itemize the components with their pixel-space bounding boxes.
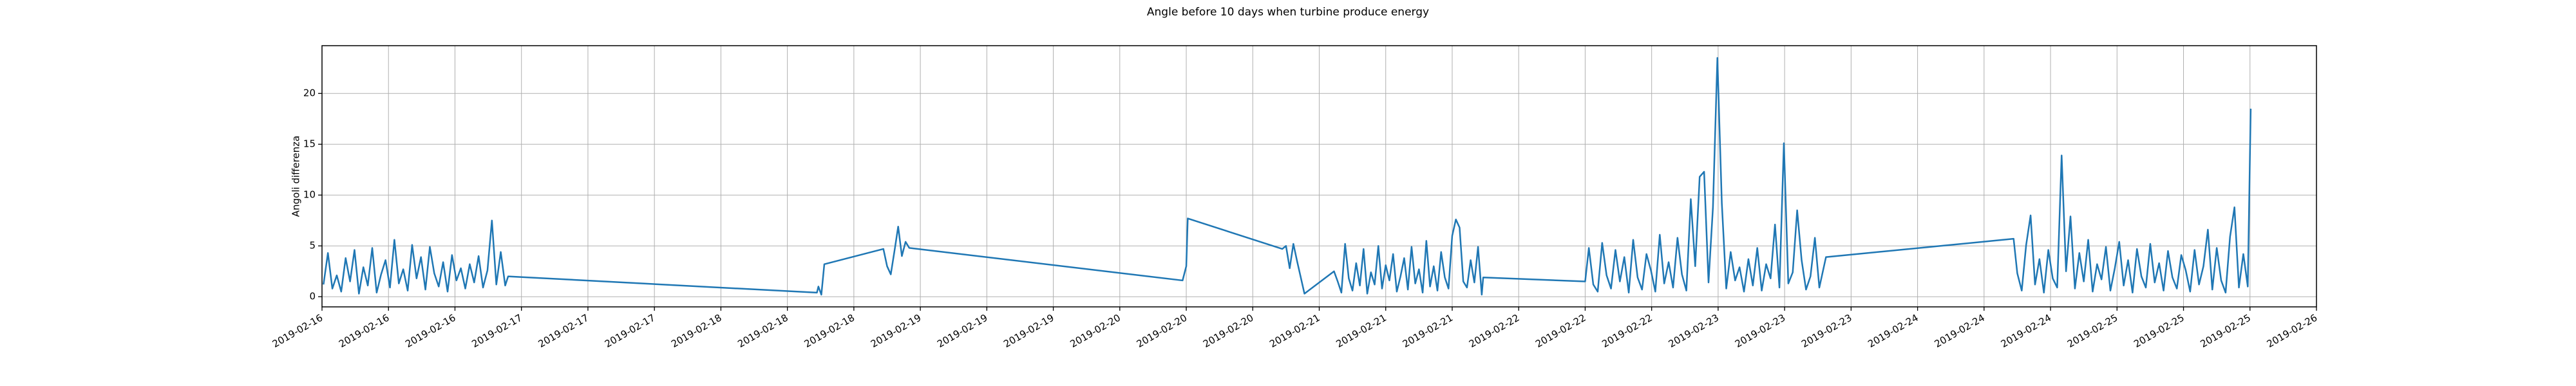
x-tick-label: 2019-02-16 — [337, 312, 392, 350]
x-tick-label: 2019-02-18 — [735, 312, 790, 350]
x-tick-label: 2019-02-25 — [2199, 312, 2253, 350]
x-tick-label: 2019-02-20 — [1068, 312, 1123, 350]
y-tick-label: 5 — [309, 240, 316, 252]
y-tick-label: 10 — [303, 189, 316, 201]
y-tick-label: 20 — [303, 87, 316, 99]
x-tick-label: 2019-02-21 — [1401, 312, 1455, 350]
x-tick-label: 2019-02-19 — [1001, 312, 1056, 350]
x-tick-label: 2019-02-20 — [1135, 312, 1189, 350]
x-tick-label: 2019-02-24 — [1933, 312, 1987, 350]
y-tick-label: 0 — [309, 291, 316, 302]
y-tick-label: 15 — [303, 138, 316, 150]
x-tick-label: 2019-02-17 — [603, 312, 658, 350]
x-tick-label: 2019-02-16 — [403, 312, 458, 350]
x-tick-label: 2019-02-24 — [1866, 312, 1920, 350]
y-axis-label: Angoli differenza — [290, 136, 302, 217]
x-tick-label: 2019-02-19 — [869, 312, 923, 350]
x-tick-label: 2019-02-23 — [1799, 312, 1854, 350]
x-tick-label: 2019-02-22 — [1533, 312, 1588, 350]
x-tick-label: 2019-02-23 — [1733, 312, 1788, 350]
data-line — [323, 57, 2252, 296]
x-tick-label: 2019-02-21 — [1267, 312, 1322, 350]
x-tick-label: 2019-02-20 — [1201, 312, 1256, 350]
x-tick-label: 2019-02-18 — [802, 312, 857, 350]
x-tick-label: 2019-02-25 — [2132, 312, 2186, 350]
plot-frame — [321, 45, 2317, 308]
x-tick-label: 2019-02-17 — [469, 312, 524, 350]
x-tick-label: 2019-02-23 — [1667, 312, 1721, 350]
x-tick-label: 2019-02-16 — [270, 312, 325, 350]
x-tick-label: 2019-02-17 — [536, 312, 591, 350]
x-tick-label: 2019-02-25 — [2065, 312, 2120, 350]
x-tick-label: 2019-02-22 — [1467, 312, 1522, 350]
x-tick-label: 2019-02-26 — [2265, 312, 2320, 350]
x-tick-label: 2019-02-19 — [935, 312, 990, 350]
x-tick-label: 2019-02-18 — [669, 312, 724, 350]
x-tick-label: 2019-02-21 — [1334, 312, 1388, 350]
x-tick-label: 2019-02-22 — [1600, 312, 1654, 350]
x-tick-label: 2019-02-24 — [1999, 312, 2054, 350]
chart-title: Angle before 10 days when turbine produc… — [1147, 6, 1429, 19]
